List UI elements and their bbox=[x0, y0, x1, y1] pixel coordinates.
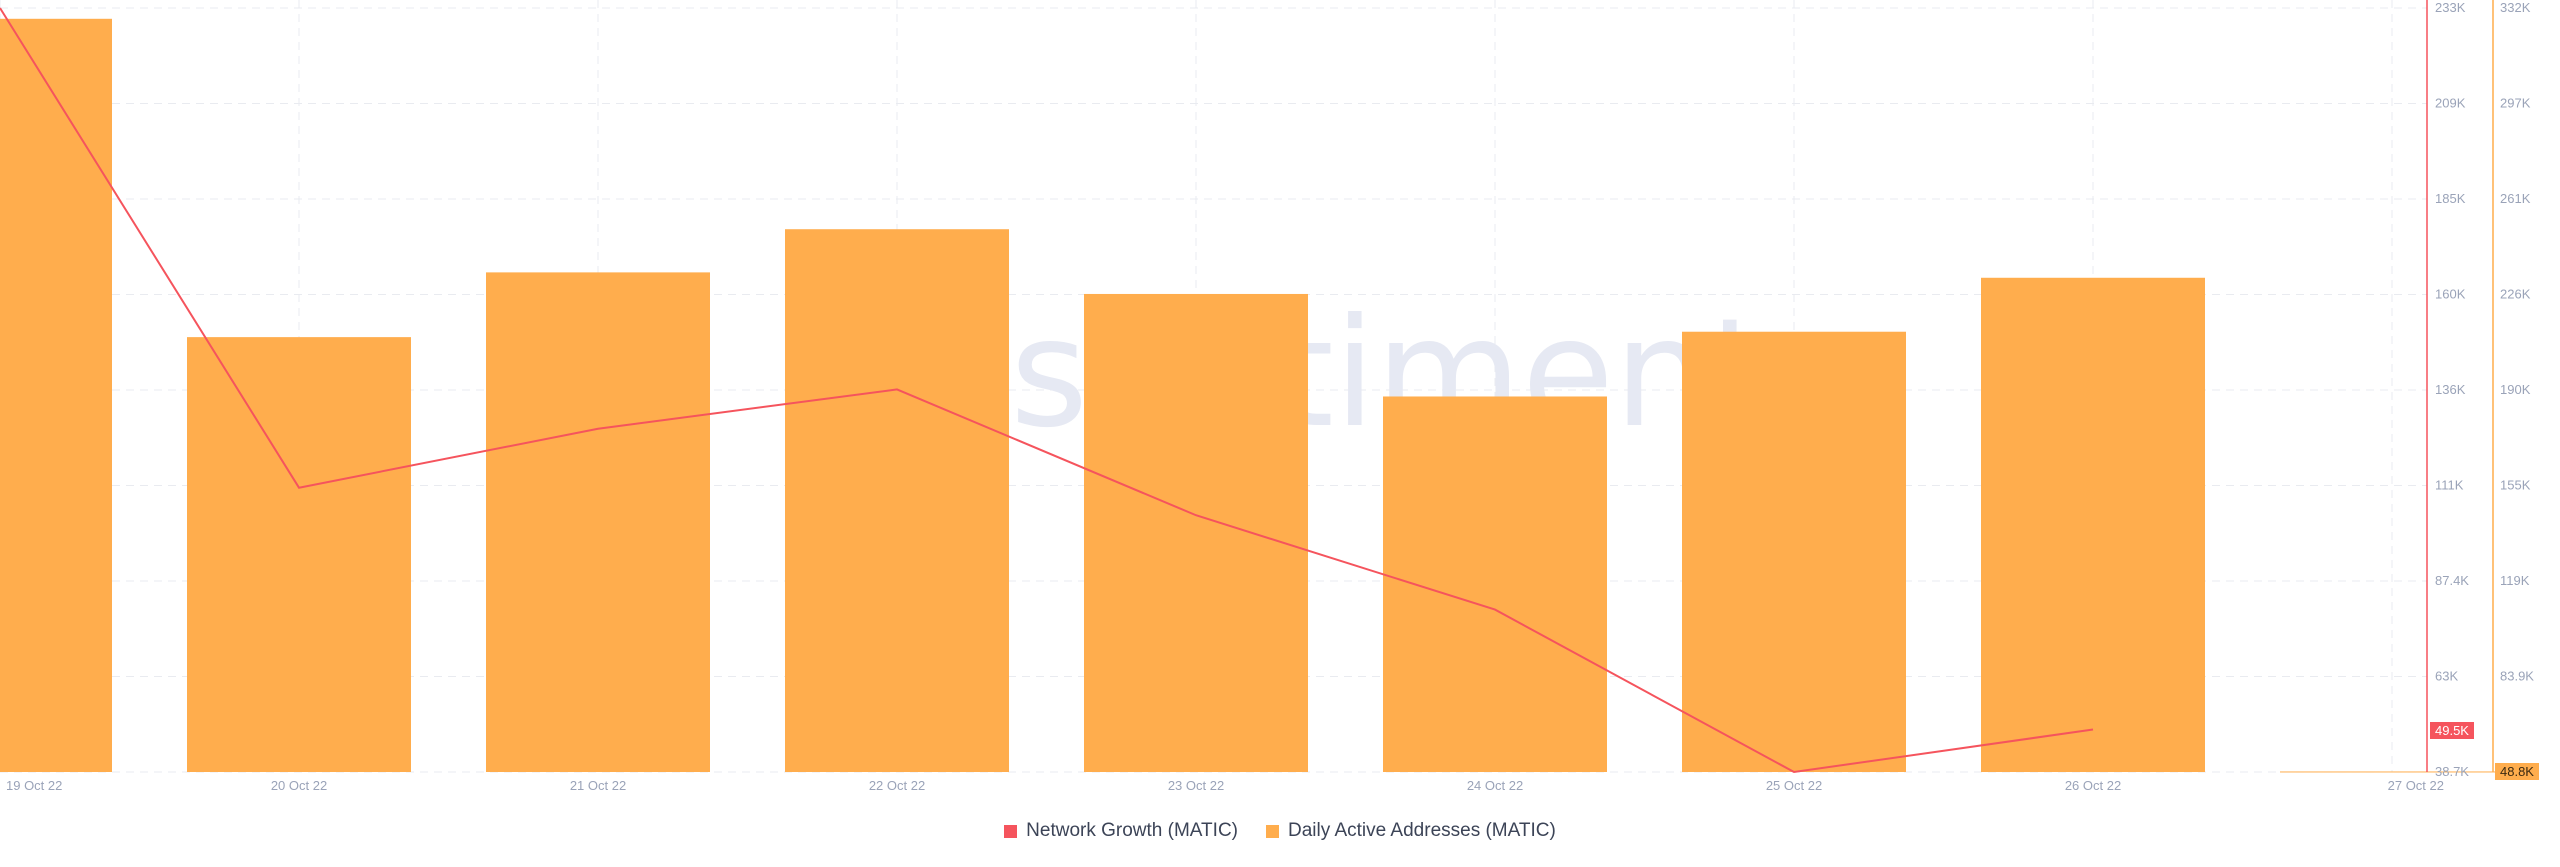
daily-active-badge-text: 48.8K bbox=[2500, 764, 2534, 779]
y-tick-inner: 209K bbox=[2435, 96, 2466, 111]
legend: Network Growth (MATIC) Daily Active Addr… bbox=[0, 820, 2560, 842]
x-tick-labels: 19 Oct 22 20 Oct 22 21 Oct 22 22 Oct 22 23 O… bbox=[6, 778, 2444, 793]
y-tick-inner: 136K bbox=[2435, 382, 2466, 397]
network-growth-badge-text: 49.5K bbox=[2435, 723, 2469, 738]
daily-active-badge-bg bbox=[2495, 763, 2539, 780]
bar-22-oct-22[interactable] bbox=[785, 229, 1009, 772]
y-tick-inner: 111K bbox=[2435, 478, 2464, 493]
network-growth-line bbox=[0, 7, 2094, 774]
y-tick-outer: 261K bbox=[2500, 191, 2531, 206]
x-tick: 22 Oct 22 bbox=[869, 778, 925, 793]
legend-label-network-growth: Network Growth (MATIC) bbox=[1026, 820, 1238, 841]
x-tick: 21 Oct 22 bbox=[570, 778, 626, 793]
legend-item-network-growth[interactable]: Network Growth (MATIC) bbox=[1004, 820, 1238, 842]
bar-25-oct-22[interactable] bbox=[1682, 331, 1906, 772]
y-tick-outer: 190K bbox=[2500, 382, 2531, 397]
y-tick-inner: 38.7K bbox=[2435, 764, 2469, 779]
y-tick-labels: 63K 87.4K 111K 136K 160K 185K 209K 233K 83.9K 119… bbox=[2435, 0, 2534, 779]
legend-swatch-daily-active bbox=[1266, 824, 1279, 838]
bar-23-oct-22[interactable] bbox=[1084, 293, 1308, 772]
x-tick: 23 Oct 22 bbox=[1168, 778, 1224, 793]
bar-27-oct-22[interactable] bbox=[2280, 771, 2504, 773]
y-tick-outer: 226K bbox=[2500, 287, 2531, 302]
x-tick: 20 Oct 22 bbox=[271, 778, 327, 793]
network-growth-badge-bg bbox=[2430, 722, 2474, 739]
legend-item-daily-active[interactable]: Daily Active Addresses (MATIC) bbox=[1266, 820, 1556, 842]
bar-series bbox=[0, 18, 2504, 773]
y-tick-inner: 185K bbox=[2435, 191, 2466, 206]
bar-19-oct-22[interactable] bbox=[0, 18, 112, 773]
x-tick: 27 Oct 22 bbox=[2388, 778, 2444, 793]
legend-swatch-network-growth bbox=[1004, 824, 1018, 838]
y-tick-inner: 87.4K bbox=[2435, 573, 2469, 588]
legend-label-daily-active: Daily Active Addresses (MATIC) bbox=[1288, 820, 1556, 841]
y-tick-outer: 119K bbox=[2500, 573, 2530, 588]
network-growth-badge: 49.5K bbox=[2430, 722, 2474, 739]
x-tick: 25 Oct 22 bbox=[1766, 778, 1822, 793]
bar-20-oct-22[interactable] bbox=[187, 337, 411, 772]
y-tick-outer: 297K bbox=[2500, 96, 2531, 111]
bar-26-oct-22[interactable] bbox=[1981, 277, 2205, 772]
bar-24-oct-22[interactable] bbox=[1383, 396, 1607, 772]
x-tick: 26 Oct 22 bbox=[2065, 778, 2121, 793]
bar-21-oct-22[interactable] bbox=[486, 272, 710, 772]
daily-active-badge: 48.8K bbox=[2495, 763, 2539, 780]
y-tick-inner: 233K bbox=[2435, 0, 2466, 15]
y-tick-outer: 83.9K bbox=[2500, 669, 2534, 684]
x-tick: 24 Oct 22 bbox=[1467, 778, 1523, 793]
y-tick-inner: 160K bbox=[2435, 287, 2466, 302]
y-tick-outer: 332K bbox=[2500, 0, 2531, 15]
x-tick: 19 Oct 22 bbox=[6, 778, 62, 793]
y-tick-outer: 155K bbox=[2500, 478, 2531, 493]
y-tick-inner: 63K bbox=[2435, 669, 2458, 684]
